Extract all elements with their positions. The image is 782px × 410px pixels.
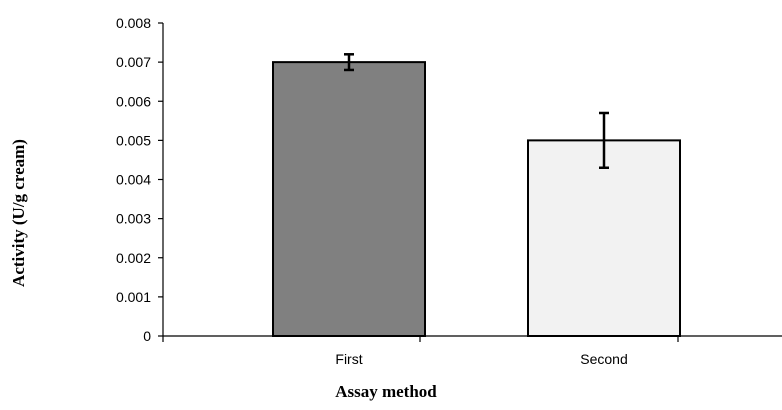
x-tick-label: Second — [580, 351, 627, 367]
y-tick-label: 0.005 — [116, 132, 151, 148]
x-tick-label: First — [335, 351, 362, 367]
y-tick-label: 0.003 — [116, 211, 151, 227]
y-tick-label: 0 — [143, 328, 151, 344]
bar-first — [272, 61, 426, 337]
y-tick-label: 0.004 — [116, 172, 151, 188]
error-bars — [344, 53, 609, 170]
y-axis-title: Activity (U/g cream) — [9, 139, 28, 287]
error-bar-first — [344, 53, 354, 72]
bar-second — [527, 139, 681, 337]
y-tick-label: 0.007 — [116, 54, 151, 70]
bars — [272, 61, 681, 337]
x-axis-title: Assay method — [335, 382, 437, 401]
y-tick-label: 0.002 — [116, 250, 151, 266]
y-tick-label: 0.001 — [116, 289, 151, 305]
error-bar-second — [599, 111, 609, 170]
x-axis: First Second — [162, 335, 782, 367]
y-tick-label: 0.008 — [116, 15, 151, 31]
y-axis: 0 0.001 0.002 0.003 0.004 0.005 0.006 0.007 0.00… — [116, 15, 164, 344]
y-tick-label: 0.006 — [116, 93, 151, 109]
